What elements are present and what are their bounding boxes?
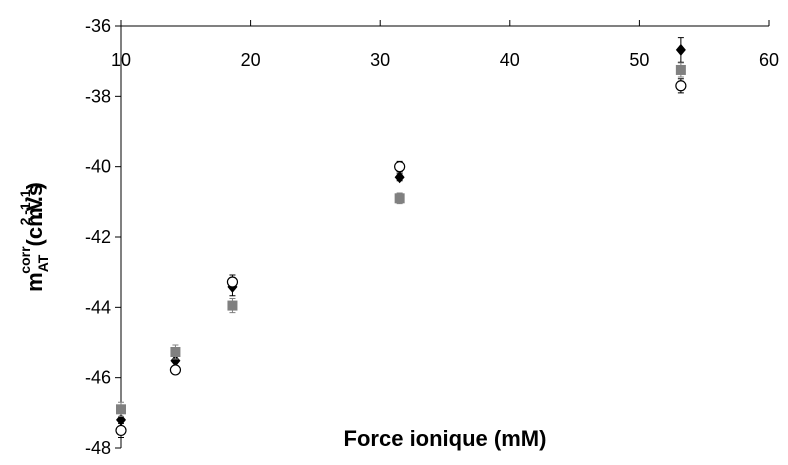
- y-axis-label: mATcorr(cm2.V-1.s-1): [17, 182, 51, 292]
- x-axis-label: Force ionique (mM): [344, 426, 547, 451]
- y-tick-label: -36: [85, 16, 111, 36]
- point: [226, 276, 239, 288]
- y-label-part: (cm: [22, 207, 47, 246]
- y-label-part: m: [22, 272, 47, 292]
- x-tick-label: 50: [629, 50, 649, 70]
- y-tick-label: -48: [85, 438, 111, 458]
- point: [227, 300, 238, 311]
- y-label-part: .V: [22, 196, 47, 217]
- point: [169, 364, 182, 376]
- point: [116, 404, 126, 415]
- point: [675, 43, 686, 56]
- point: [170, 354, 181, 367]
- point: [394, 193, 405, 204]
- point: [394, 171, 405, 184]
- x-tick-label: 40: [500, 50, 520, 70]
- point: [675, 64, 686, 75]
- y-label-sup: 2: [17, 217, 33, 225]
- x-tick-label: 20: [241, 50, 261, 70]
- x-tick-label: 60: [759, 50, 779, 70]
- y-label-sup: -1: [17, 202, 33, 215]
- y-label-sup: -1: [17, 189, 33, 202]
- y-tick-label: -46: [85, 368, 111, 388]
- y-tick-label: -42: [85, 227, 111, 247]
- y-label-sup: corr: [17, 246, 33, 274]
- y-tick-label: -38: [85, 86, 111, 106]
- x-tick-label: 10: [111, 50, 131, 70]
- point: [115, 424, 127, 437]
- point: [394, 161, 406, 173]
- point: [675, 80, 687, 92]
- y-label-part: .s: [22, 184, 47, 202]
- y-tick-label: -44: [85, 297, 111, 317]
- y-tick-label: -40: [85, 157, 111, 177]
- x-tick-label: 30: [370, 50, 390, 70]
- y-label-sub: AT: [35, 254, 51, 272]
- point: [116, 413, 126, 426]
- y-label-part: ): [22, 182, 47, 189]
- point: [170, 346, 181, 357]
